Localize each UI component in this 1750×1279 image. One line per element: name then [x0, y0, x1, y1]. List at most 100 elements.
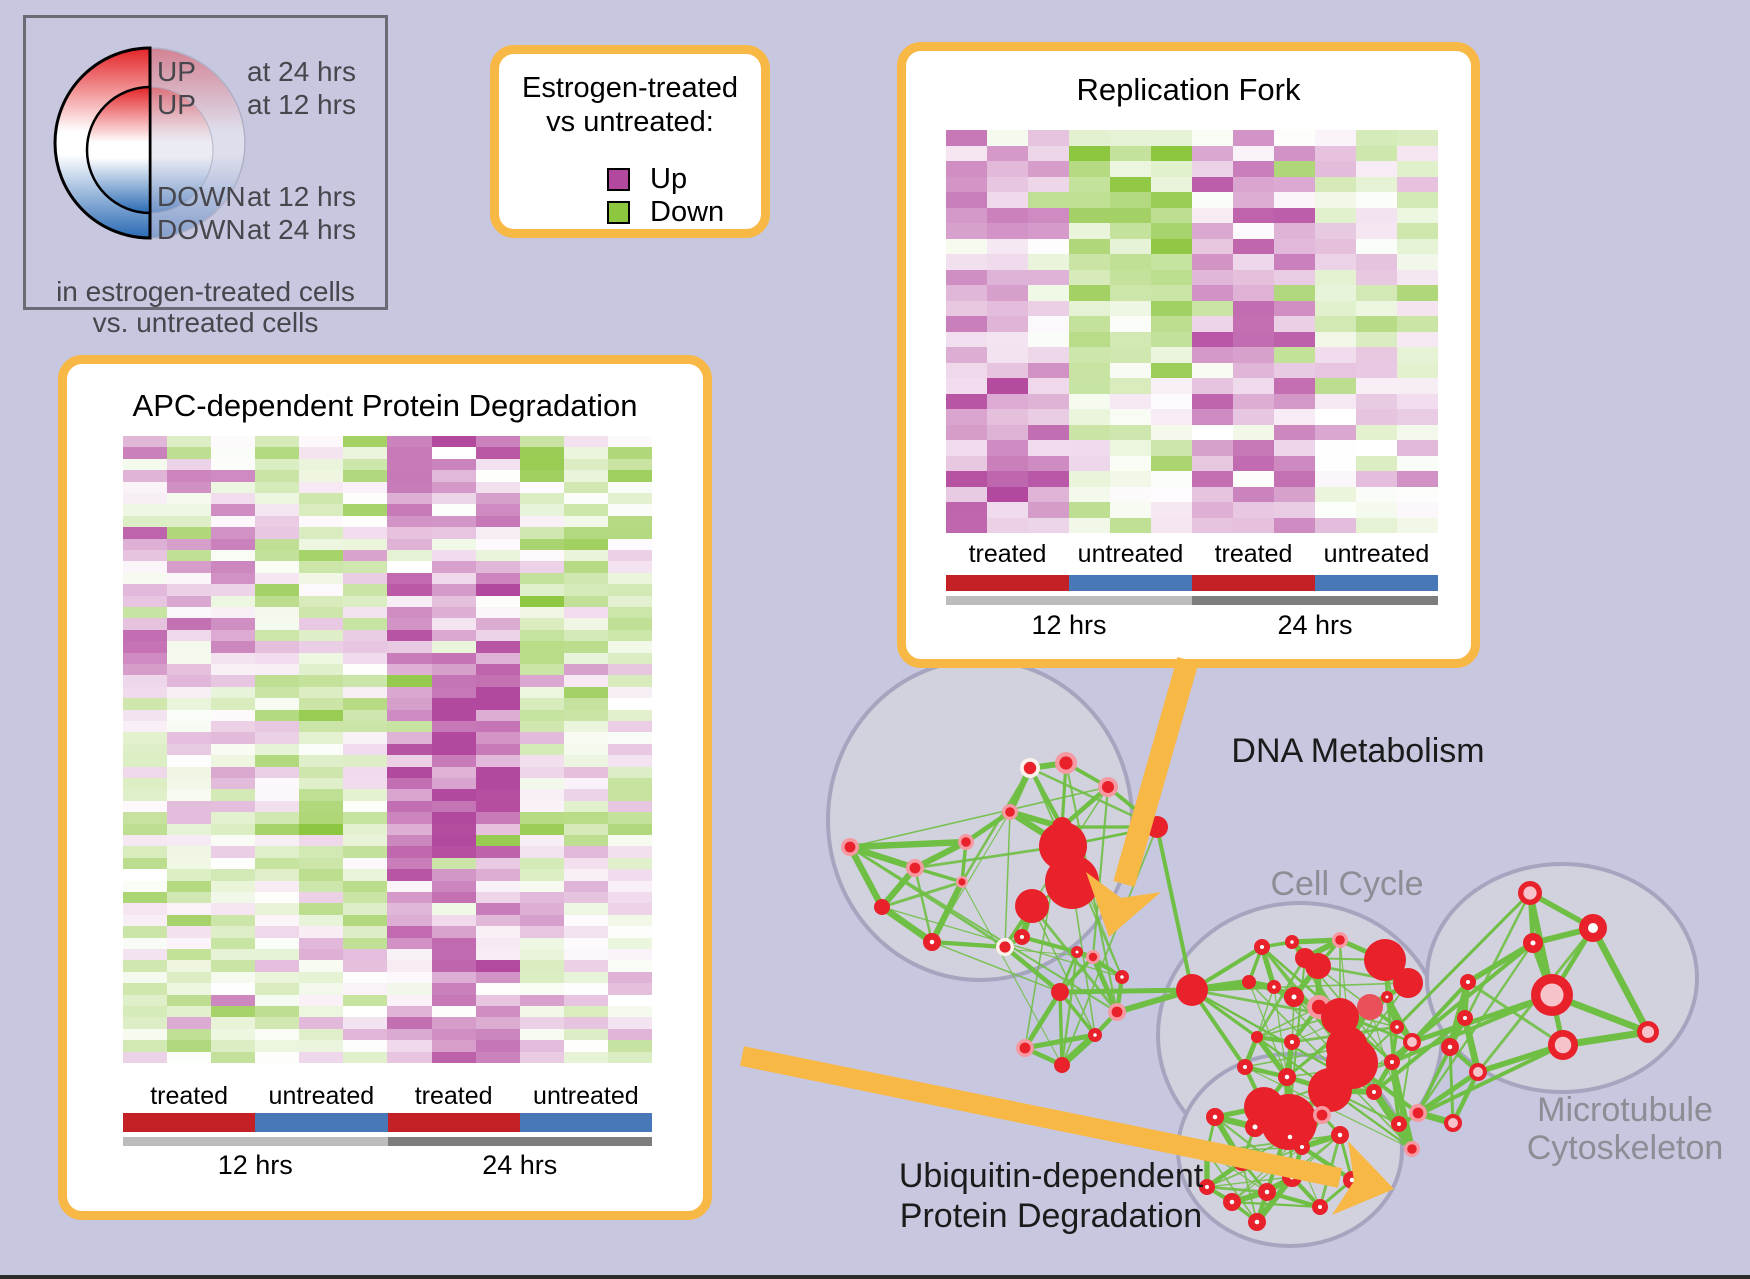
heatmap-cell [1110, 362, 1151, 378]
apc-condition-labels: treated untreated treated untreated [150, 1082, 639, 1110]
heatmap-cell [1274, 269, 1315, 285]
heatmap-cell [123, 606, 168, 619]
heatmap-cell [1151, 254, 1192, 270]
heatmap-cell [387, 971, 432, 984]
heatmap-cell [211, 549, 256, 562]
heatmap-cell [255, 1005, 300, 1018]
heatmap-cell [475, 504, 520, 516]
heatmap-cell [1192, 269, 1233, 285]
heatmap-cell [387, 891, 432, 904]
heatmap-cell [519, 777, 564, 790]
heatmap-cell [607, 686, 652, 699]
heatmap-cell [299, 481, 344, 493]
heatmap-cell [431, 732, 476, 744]
heatmap-cell [1274, 176, 1315, 192]
heatmap-cell [475, 675, 520, 687]
heatmap-cell [343, 652, 388, 664]
heatmap-cell [519, 527, 564, 539]
heatmap-cell [519, 983, 564, 995]
heatmap-cell [519, 606, 564, 619]
heatmap-cell [946, 347, 987, 363]
heatmap-cell [1274, 424, 1315, 440]
heatmap-cell [1356, 192, 1397, 208]
heatmap-cell [123, 891, 168, 904]
heatmap-cell [475, 948, 520, 961]
heatmap-cell [563, 618, 608, 630]
heatmap-cell [475, 515, 520, 528]
heatmap-cell [431, 800, 476, 813]
heatmap-cell [1028, 130, 1069, 146]
heatmap-cell [343, 937, 388, 949]
heatmap-cell [431, 470, 476, 482]
heatmap-cell [299, 971, 344, 984]
heatmap-cell [167, 777, 212, 790]
network-node [1233, 1153, 1251, 1171]
heatmap-cell [563, 686, 608, 699]
heatmap-cell [167, 629, 212, 642]
heatmap-cell [1356, 424, 1397, 440]
heatmap-cell [1315, 316, 1356, 332]
heatmap-cell [123, 1005, 168, 1018]
heatmap-cell [299, 869, 344, 881]
heatmap-cell [475, 436, 520, 448]
heatmap-cell [1151, 300, 1192, 316]
heatmap-cell [1192, 517, 1233, 533]
heatmap-cell [255, 755, 300, 767]
heatmap-cell [211, 823, 256, 835]
heatmap-cell [1233, 223, 1274, 239]
heatmap-cell [255, 766, 300, 778]
heatmap-cell [475, 618, 520, 630]
heatmap-cell [987, 300, 1028, 316]
heatmap-cell [1069, 440, 1110, 456]
heatmap-cell [387, 800, 432, 813]
heatmap-cell [387, 732, 432, 744]
network-node [1284, 1034, 1300, 1050]
network-node [1404, 1141, 1420, 1157]
heatmap-cell [607, 789, 652, 801]
heatmap-cell [1397, 223, 1438, 239]
heatmap-cell [255, 447, 300, 459]
network-node [1364, 939, 1406, 981]
heatmap-cell [607, 663, 652, 676]
heatmap-cell [255, 789, 300, 801]
network-node [1518, 881, 1542, 905]
network-node [1531, 974, 1573, 1016]
heatmap-cell [255, 492, 300, 505]
heatmap-cell [607, 834, 652, 847]
heatmap-cell [475, 812, 520, 824]
heatmap-cell [1274, 455, 1315, 471]
heatmap-cell [431, 436, 476, 448]
heatmap-cell [167, 755, 212, 767]
heatmap-cell [519, 1051, 564, 1063]
heatmap-cell [343, 800, 388, 813]
heatmap-cell [1110, 254, 1151, 270]
heatmap-cell [343, 584, 388, 596]
heatmap-cell [255, 606, 300, 619]
network-node [1391, 1116, 1407, 1132]
heatmap-cell [1110, 192, 1151, 208]
heatmap-cell [343, 663, 388, 676]
heatmap-cell [475, 755, 520, 767]
heatmap-cell [1233, 347, 1274, 363]
heatmap-cell [343, 515, 388, 528]
heatmap-cell [563, 698, 608, 710]
heatmap-cell [563, 777, 608, 790]
heatmap-cell [1315, 409, 1356, 425]
heatmap-cell [1028, 471, 1069, 487]
cluster-label-dna: DNA Metabolism [1231, 732, 1484, 770]
heatmap-cell [607, 595, 652, 607]
heatmap-cell [211, 504, 256, 516]
heatmap-cell [1151, 207, 1192, 223]
network-node [1071, 946, 1083, 958]
heatmap-cell [519, 572, 564, 585]
rf-condition-bars [946, 575, 1438, 591]
heatmap-cell [607, 572, 652, 585]
heatmap-cell [1233, 393, 1274, 409]
heatmap-cell [1151, 238, 1192, 254]
legend-row-down12: DOWN at 12 hrs [157, 181, 356, 212]
heatmap-cell [1233, 161, 1274, 177]
heatmap-cell [1274, 145, 1315, 161]
heatmap-cell [211, 447, 256, 459]
heatmap-cell [1397, 362, 1438, 378]
heatmap-cell [946, 238, 987, 254]
